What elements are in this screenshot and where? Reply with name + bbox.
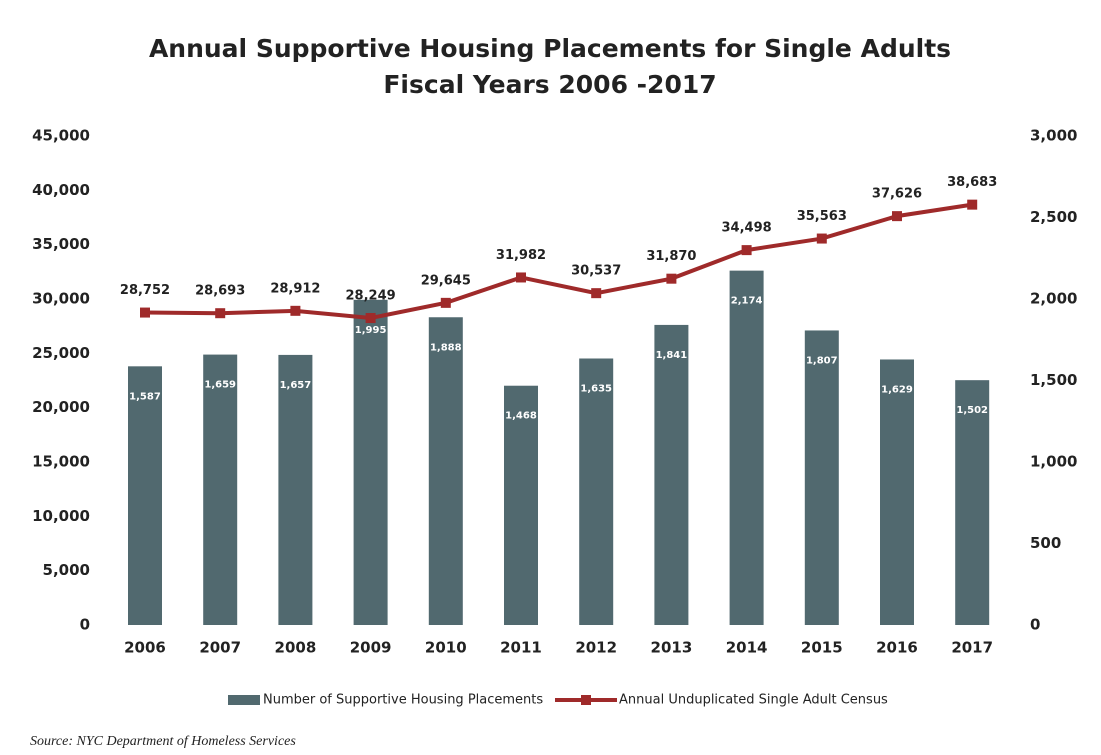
legend-label: Annual Unduplicated Single Adult Census <box>619 693 888 708</box>
line-value-label: 37,626 <box>872 187 922 202</box>
y-tick-label: 35,000 <box>32 235 90 253</box>
line-marker <box>591 288 602 299</box>
x-tick-label: 2015 <box>801 639 843 657</box>
y2-tick-label: 2,500 <box>1030 208 1077 226</box>
line-marker <box>365 313 376 324</box>
line-marker <box>892 211 902 222</box>
line-marker <box>140 307 150 318</box>
source-note: Source: NYC Department of Homeless Servi… <box>30 734 296 749</box>
legend-label: Number of Supportive Housing Placements <box>263 693 543 708</box>
x-tick-label: 2006 <box>124 639 166 657</box>
x-tick-label: 2017 <box>951 639 993 657</box>
y-tick-label: 25,000 <box>32 344 90 362</box>
bar <box>353 299 388 625</box>
y2-tick-label: 500 <box>1030 534 1061 552</box>
line-marker <box>741 245 752 256</box>
x-tick-label: 2010 <box>425 639 467 657</box>
x-tick-label: 2013 <box>651 639 693 657</box>
bar-value-label: 1,659 <box>204 380 236 391</box>
x-tick-label: 2011 <box>500 639 542 657</box>
bar-value-label: 1,888 <box>430 342 462 353</box>
bar <box>278 354 313 625</box>
y-tick-label: 0 <box>80 616 90 634</box>
y-tick-label: 15,000 <box>32 453 90 471</box>
line-marker <box>816 233 827 244</box>
y2-tick-label: 2,000 <box>1030 290 1077 308</box>
bar-value-label: 1,841 <box>656 350 688 361</box>
line-value-label: 31,870 <box>646 249 696 264</box>
line-value-label: 35,563 <box>797 209 847 224</box>
bar <box>128 366 162 625</box>
bar-value-label: 1,657 <box>280 380 312 391</box>
x-tick-label: 2012 <box>575 639 617 657</box>
bar-value-label: 1,587 <box>129 391 161 402</box>
line-value-label: 28,693 <box>195 284 245 299</box>
y-tick-label: 30,000 <box>32 290 90 308</box>
y2-tick-label: 1,000 <box>1030 453 1077 471</box>
y-tick-label: 20,000 <box>32 398 90 416</box>
bar <box>428 317 463 625</box>
bar <box>880 359 914 625</box>
x-tick-label: 2009 <box>350 639 392 657</box>
bar <box>579 358 614 625</box>
line-value-label: 29,645 <box>421 273 471 288</box>
bar <box>955 380 990 625</box>
chart-title: Annual Supportive Housing Placements for… <box>149 34 951 63</box>
line-marker <box>967 199 978 210</box>
line-marker <box>290 305 301 316</box>
bar <box>203 354 238 625</box>
chart-subtitle: Fiscal Years 2006 -2017 <box>383 70 716 99</box>
bar-value-label: 1,635 <box>580 383 612 394</box>
y-tick-label: 40,000 <box>32 181 90 199</box>
y2-tick-label: 3,000 <box>1030 127 1077 145</box>
bar-value-label: 1,995 <box>355 325 387 336</box>
y-tick-label: 10,000 <box>32 507 90 525</box>
bar-value-label: 1,629 <box>881 384 913 395</box>
y2-tick-label: 0 <box>1030 616 1040 634</box>
bar-value-label: 2,174 <box>731 296 763 307</box>
line-value-label: 30,537 <box>571 264 621 279</box>
line-value-label: 28,912 <box>270 281 320 296</box>
line-value-label: 38,683 <box>947 175 997 190</box>
bar <box>804 330 839 625</box>
bar-value-label: 1,468 <box>505 411 537 422</box>
legend-swatch <box>228 695 260 705</box>
line-value-label: 28,752 <box>120 283 170 298</box>
x-tick-label: 2007 <box>199 639 241 657</box>
legend-swatch <box>581 695 591 705</box>
x-tick-label: 2016 <box>876 639 918 657</box>
line-marker <box>215 308 226 319</box>
line-value-label: 34,498 <box>722 221 772 236</box>
line-marker <box>516 272 526 283</box>
bar <box>729 270 764 625</box>
bar <box>654 324 689 625</box>
bar <box>504 385 538 625</box>
line <box>144 202 973 321</box>
y2-tick-label: 1,500 <box>1030 371 1077 389</box>
line-marker <box>440 297 451 308</box>
bar-value-label: 1,807 <box>806 355 838 366</box>
x-tick-label: 2008 <box>275 639 317 657</box>
x-tick-label: 2014 <box>726 639 768 657</box>
line-marker <box>666 273 677 284</box>
line-value-label: 28,249 <box>346 289 396 304</box>
bar-value-label: 1,502 <box>956 405 988 416</box>
line-value-label: 31,982 <box>496 248 546 263</box>
y-tick-label: 45,000 <box>32 127 90 145</box>
y-tick-label: 5,000 <box>43 561 90 579</box>
